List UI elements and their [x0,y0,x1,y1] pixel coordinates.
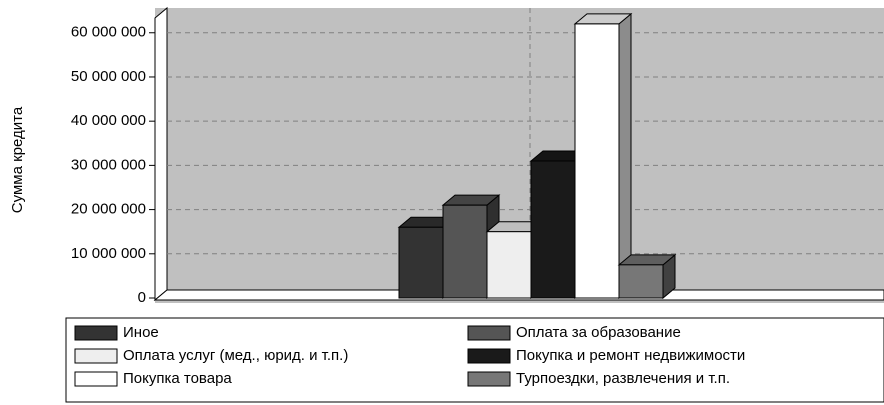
bar [398,226,444,299]
legend-swatch [74,348,118,364]
y-tick-label: 60 000 000 [71,24,146,41]
legend-swatch [467,325,511,341]
bar [574,23,620,299]
legend-label: Оплата услуг (мед., юрид. и т.п.) [123,347,348,364]
bar [618,264,664,299]
y-tick-label: 10 000 000 [71,245,146,262]
bar-side [618,12,632,300]
legend-label: Покупка и ремонт недвижимости [516,347,745,364]
y-tick-label: 20 000 000 [71,201,146,218]
bar [442,204,488,299]
y-tick-label: 50 000 000 [71,68,146,85]
y-tick-label: 0 [138,289,146,306]
legend-label: Иное [123,324,159,341]
legend-swatch [467,348,511,364]
bar [486,231,532,299]
y-axis-label: Сумма кредита [9,106,26,213]
bar [530,160,576,299]
y-tick-label: 30 000 000 [71,156,146,173]
legend-swatch [467,371,511,387]
legend-swatch [74,371,118,387]
y-tick-label: 40 000 000 [71,112,146,129]
left-wall [154,6,168,302]
legend-swatch [74,325,118,341]
legend-label: Покупка товара [123,370,232,387]
legend-label: Турпоездки, развлечения и т.п. [516,370,730,387]
legend-label: Оплата за образование [516,324,681,341]
